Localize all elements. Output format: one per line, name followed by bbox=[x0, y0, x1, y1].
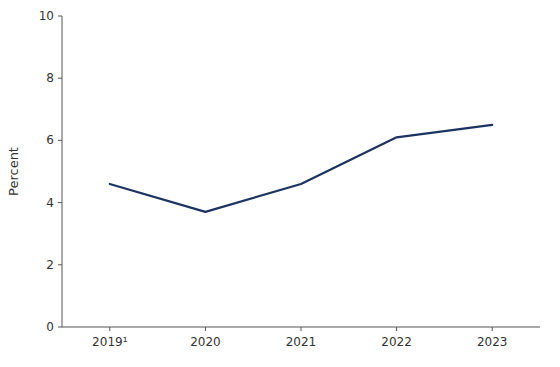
y-tick bbox=[58, 327, 62, 328]
chart: 0 2 4 6 8 10 2019¹ 2020 2021 2022 2023 Percent bbox=[0, 0, 560, 367]
y-tick bbox=[58, 78, 62, 79]
y-tick bbox=[58, 140, 62, 141]
x-tick-label: 2019¹ bbox=[92, 335, 128, 349]
y-tick-label: 4 bbox=[46, 196, 54, 210]
y-tick-label: 10 bbox=[39, 9, 54, 23]
y-tick-label: 8 bbox=[46, 71, 54, 85]
x-tick bbox=[301, 327, 302, 331]
x-tick bbox=[109, 327, 110, 331]
x-tick bbox=[205, 327, 206, 331]
y-tick bbox=[58, 16, 62, 17]
x-tick-label: 2021 bbox=[286, 335, 317, 349]
x-tick-label: 2020 bbox=[190, 335, 221, 349]
plot-area bbox=[110, 125, 492, 212]
chart-container: 0 2 4 6 8 10 2019¹ 2020 2021 2022 2023 Percent bbox=[0, 0, 560, 367]
x-tick-label: 2023 bbox=[477, 335, 508, 349]
y-tick bbox=[58, 202, 62, 203]
data-line bbox=[110, 125, 492, 212]
y-tick-label: 2 bbox=[46, 258, 54, 272]
y-axis-label: Percent bbox=[6, 147, 21, 196]
y-axis-line bbox=[62, 16, 63, 327]
x-tick bbox=[396, 327, 397, 331]
y-tick-label: 6 bbox=[46, 133, 54, 147]
x-tick bbox=[492, 327, 493, 331]
y-tick bbox=[58, 264, 62, 265]
y-tick-label: 0 bbox=[46, 320, 54, 334]
x-tick-label: 2022 bbox=[381, 335, 412, 349]
